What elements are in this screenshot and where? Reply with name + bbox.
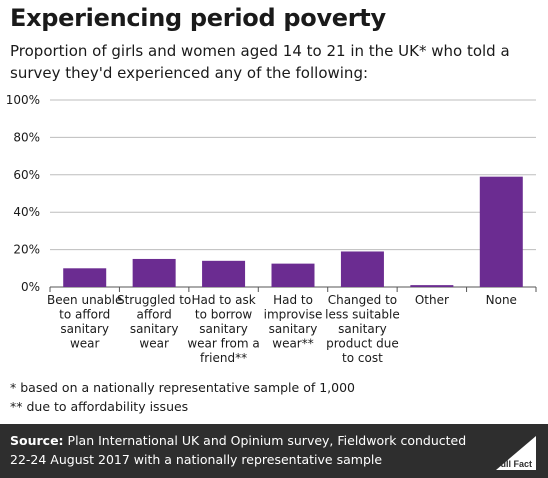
x-axis-ticks: Been unable to afford sanitary wearStruggle… xyxy=(47,287,537,365)
full-fact-logo-icon: Full Fact xyxy=(495,436,536,470)
source-footer: Source: Plan International UK and Opiniu… xyxy=(0,424,548,478)
footnotes: * based on a nationally representative s… xyxy=(10,378,355,416)
bar xyxy=(410,285,454,287)
bar-chart: 0% 20% 40% 60% 80% 100% Been unable to afford s… xyxy=(6,93,537,365)
x-tick-label: Changed to less suitable sanitary product d… xyxy=(325,293,400,365)
bar xyxy=(202,260,246,287)
source-label: Source: xyxy=(10,433,64,448)
bar xyxy=(340,251,384,287)
y-tick-label: 80% xyxy=(13,130,40,144)
footnote-affordability: ** due to affordability issues xyxy=(10,399,189,414)
x-tick-label: Been unable to afford sanitary wear xyxy=(47,293,122,351)
x-tick-label: Other xyxy=(415,293,449,307)
source-body: Plan International UK and Opinium survey… xyxy=(10,433,467,467)
source-text: Source: Plan International UK and Opiniu… xyxy=(10,431,480,469)
bar xyxy=(479,176,523,287)
x-tick-label: None xyxy=(486,293,517,307)
chart-title: Experiencing period poverty xyxy=(10,4,386,32)
y-tick-label: 100% xyxy=(6,93,40,107)
x-tick-label: Had to improvise sanitary wear** xyxy=(264,293,323,351)
logo-text: Full Fact xyxy=(495,459,532,469)
bar xyxy=(271,263,315,287)
gridlines xyxy=(50,99,536,288)
bars xyxy=(63,176,523,287)
y-tick-label: 60% xyxy=(13,168,40,182)
y-tick-label: 20% xyxy=(13,243,40,257)
y-tick-label: 40% xyxy=(13,205,40,219)
chart-subtitle: Proportion of girls and women aged 14 to… xyxy=(10,42,510,82)
x-tick-label: Had to ask to borrow sanitary wear from a fr… xyxy=(187,293,259,365)
bar xyxy=(132,258,176,287)
y-tick-label: 0% xyxy=(21,280,40,294)
y-axis-ticks: 0% 20% 40% 60% 80% 100% xyxy=(6,93,40,294)
x-tick-label: Struggled to afford sanitary wear xyxy=(117,293,191,351)
footnote-sample: * based on a nationally representative s… xyxy=(10,380,356,395)
bar xyxy=(63,268,107,287)
